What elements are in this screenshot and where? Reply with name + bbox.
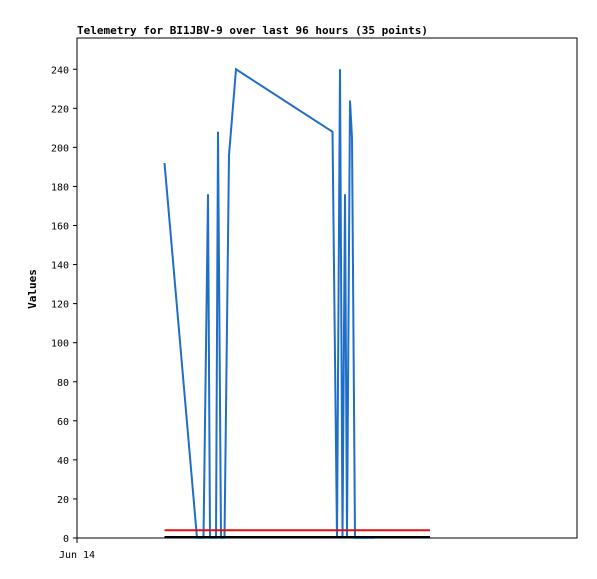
y-tick-label: 140: [51, 261, 69, 272]
x-tick-label: Jun 14: [59, 550, 95, 561]
chart-title: Telemetry for BI1JBV-9 over last 96 hour…: [77, 24, 428, 37]
y-tick-label: 220: [51, 104, 69, 115]
y-tick-label: 180: [51, 182, 69, 193]
plot-area: [76, 37, 578, 539]
y-tick-label: 120: [51, 300, 69, 311]
y-tick-label: 20: [57, 495, 69, 506]
y-tick-label: 200: [51, 143, 69, 154]
x-axis-ticks: Jun 14: [59, 538, 95, 561]
y-axis-label: Values: [26, 269, 39, 309]
y-tick-label: 80: [57, 378, 69, 389]
y-tick-label: 40: [57, 456, 69, 467]
y-axis-ticks: 0 20 40 60 80 100 120 140 160 180 200 220 240: [51, 65, 77, 545]
y-tick-label: 160: [51, 222, 69, 233]
y-tick-label: 60: [57, 417, 69, 428]
series-layer: [163, 67, 430, 539]
y-tick-label: 100: [51, 339, 69, 350]
y-tick-label: 0: [63, 534, 69, 545]
y-tick-label: 240: [51, 65, 69, 76]
